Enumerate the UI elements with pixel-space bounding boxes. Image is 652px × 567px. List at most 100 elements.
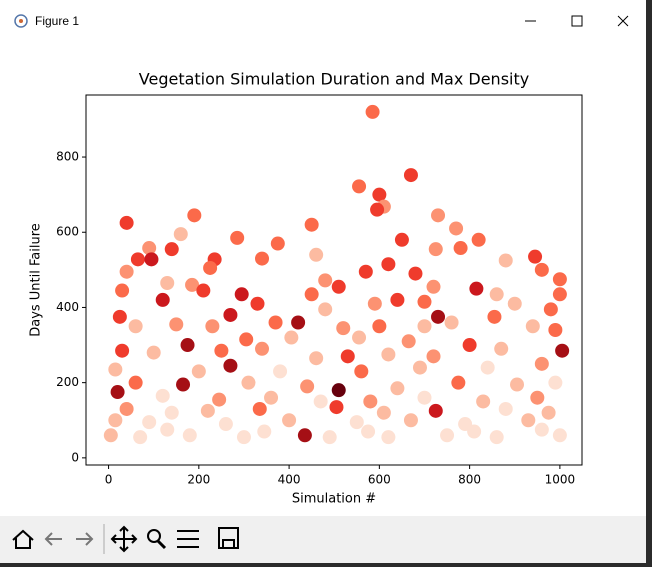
point [363,394,378,409]
point [487,309,502,324]
point [176,377,191,392]
point [498,401,513,416]
point [417,319,432,334]
point [200,403,215,418]
x-tick-label: 800 [458,473,481,487]
y-tick-label: 800 [56,150,79,164]
point [372,187,387,202]
maximize-button[interactable] [571,15,583,27]
point [403,168,418,183]
point [146,345,161,360]
x-tick-label: 200 [187,473,210,487]
point [297,428,312,443]
point [376,405,391,420]
x-tick-label: 1000 [545,473,576,487]
point [552,272,567,287]
x-tick-label: 400 [278,473,301,487]
point [128,319,143,334]
point [552,287,567,302]
point [273,364,288,379]
point [180,338,195,353]
point [408,266,423,281]
point [451,375,466,390]
point [234,287,249,302]
point [476,394,491,409]
point [284,330,299,345]
point [196,283,211,298]
point [349,415,364,430]
point [160,276,175,291]
point [534,422,549,437]
point [309,351,324,366]
point [291,315,306,330]
point [444,315,459,330]
y-tick-label: 200 [56,375,79,389]
point [212,392,227,407]
point [142,241,157,256]
forward-button[interactable] [76,532,94,546]
point [543,302,558,317]
point [417,294,432,309]
point [390,381,405,396]
point [282,413,297,428]
zoom-button[interactable] [147,529,161,543]
point [498,253,513,268]
close-button[interactable] [617,15,629,27]
home-button[interactable] [12,529,34,549]
point [403,413,418,428]
point [548,323,563,338]
point [367,296,382,311]
point [144,252,159,267]
point [528,249,543,264]
point [361,424,376,439]
point [257,424,272,439]
point [555,343,570,358]
back-button[interactable] [44,532,62,546]
point [318,273,333,288]
point [372,319,387,334]
point [354,364,369,379]
point [164,242,179,257]
point [381,257,396,272]
point [412,360,427,375]
point [108,362,123,377]
point [428,403,443,418]
point [358,264,373,279]
point [370,202,385,217]
point [494,341,509,356]
point [119,401,134,416]
point [133,430,148,445]
point [541,405,556,420]
point [313,394,328,409]
pan-button[interactable] [110,525,138,553]
point [453,241,468,256]
point [255,251,270,266]
point [236,430,251,445]
point [115,343,130,358]
point [507,296,522,311]
point [155,388,170,403]
point [449,221,464,236]
point [103,428,118,443]
window-title: Figure 1 [35,14,79,28]
point [329,400,344,415]
point [467,424,482,439]
y-axis-label: Days Until Failure [29,223,44,337]
point [304,217,319,232]
point [255,341,270,356]
point [230,230,245,245]
point [381,347,396,362]
point [381,430,396,445]
point [426,279,441,294]
save-icon-label [222,539,235,549]
point [489,430,504,445]
point [185,277,200,292]
y-tick-label: 600 [56,225,79,239]
point [304,287,319,302]
configure-button[interactable] [177,530,199,548]
point [510,377,525,392]
point [223,307,238,322]
point [401,334,416,349]
